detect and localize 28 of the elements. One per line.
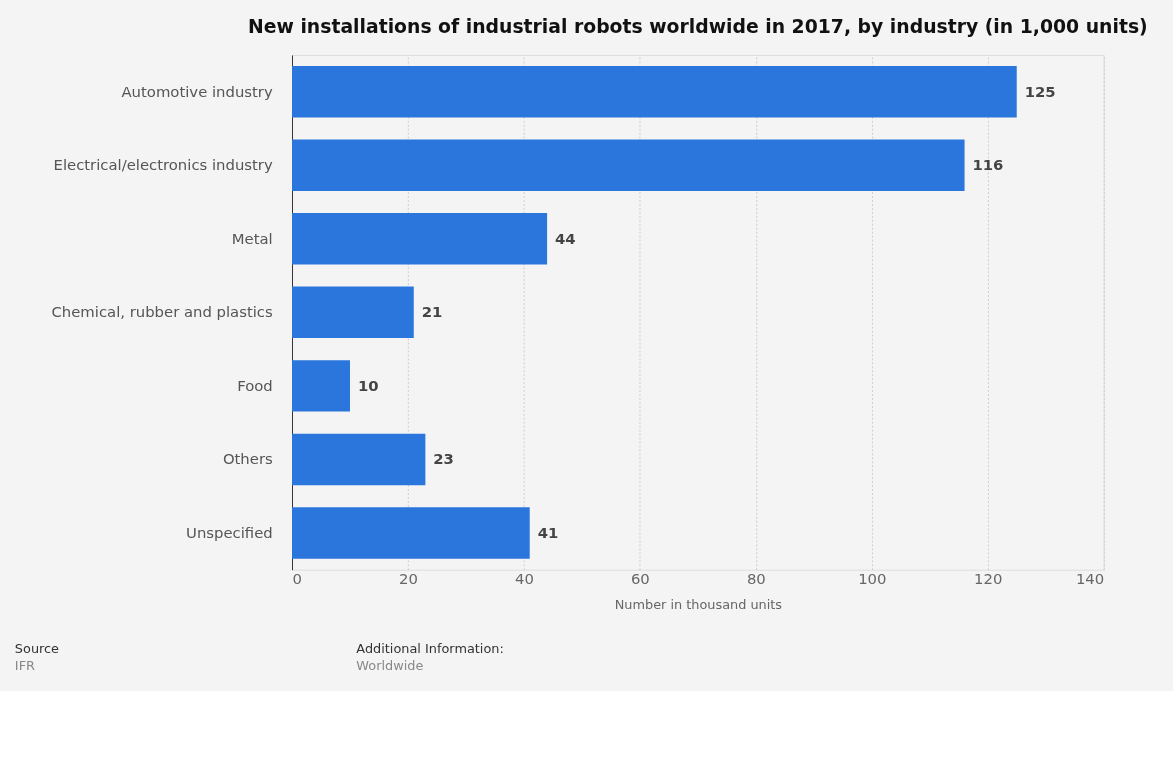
data-label: 23	[433, 450, 454, 468]
x-tick-label: 60	[630, 570, 650, 588]
text: IFR	[14, 657, 36, 673]
data-label: 21	[421, 303, 443, 321]
data-label: 125	[1024, 82, 1056, 100]
data-label: 10	[357, 376, 379, 394]
y-tick-label: Chemical, rubber and plastics	[51, 303, 273, 321]
x-tick-label: 40	[514, 570, 534, 588]
text: Additional Information:	[356, 640, 504, 656]
x-tick-label: 100	[858, 570, 887, 588]
y-tick-label: Metal	[231, 229, 273, 247]
y-tick-label: Unspecified	[186, 523, 273, 541]
y-tick-label: Automotive industry	[121, 82, 273, 100]
x-axis-title: Number in thousand units	[614, 596, 783, 612]
y-tick-label: Electrical/electronics industry	[53, 156, 273, 174]
data-label: 41	[537, 523, 559, 541]
x-tick-label: 80	[746, 570, 766, 588]
data-label: 44	[555, 229, 576, 247]
text: Worldwide	[356, 657, 424, 673]
x-tick-label: 0	[292, 570, 302, 588]
y-tick-label: Others	[222, 450, 273, 468]
y-tick-label: Food	[237, 376, 273, 394]
x-tick-label: 140	[1075, 570, 1105, 588]
text: Source	[14, 640, 60, 656]
x-tick-label: 20	[399, 570, 418, 588]
data-label: 116	[972, 156, 1004, 174]
x-tick-label: 120	[974, 570, 1003, 588]
chart-title: New installations of industrial robots worldwide in 2017, by industry (in 1,000 units)	[248, 16, 1148, 38]
